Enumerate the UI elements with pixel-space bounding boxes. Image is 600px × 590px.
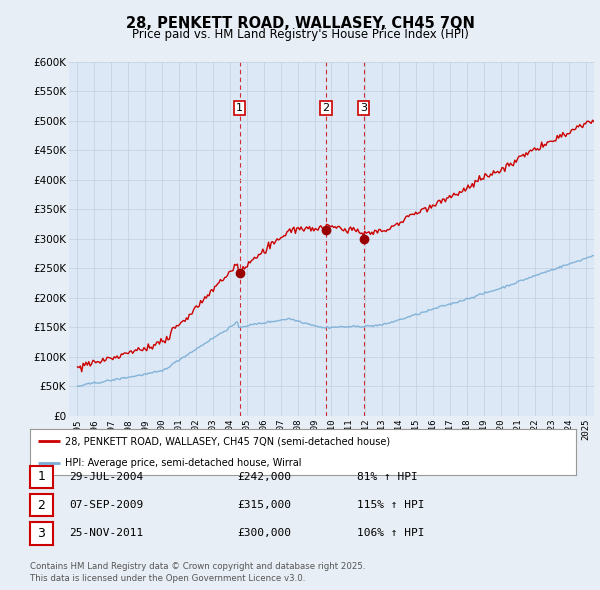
Text: 1: 1: [236, 103, 243, 113]
Text: 07-SEP-2009: 07-SEP-2009: [69, 500, 143, 510]
Text: 28, PENKETT ROAD, WALLASEY, CH45 7QN: 28, PENKETT ROAD, WALLASEY, CH45 7QN: [125, 16, 475, 31]
Text: £300,000: £300,000: [237, 529, 291, 538]
Text: 2: 2: [37, 499, 46, 512]
Text: 1: 1: [37, 470, 46, 483]
Text: 29-JUL-2004: 29-JUL-2004: [69, 472, 143, 481]
Text: 2: 2: [323, 103, 329, 113]
Text: 28, PENKETT ROAD, WALLASEY, CH45 7QN (semi-detached house): 28, PENKETT ROAD, WALLASEY, CH45 7QN (se…: [65, 437, 391, 447]
Text: Contains HM Land Registry data © Crown copyright and database right 2025.
This d: Contains HM Land Registry data © Crown c…: [30, 562, 365, 583]
Text: 106% ↑ HPI: 106% ↑ HPI: [357, 529, 425, 538]
Text: £315,000: £315,000: [237, 500, 291, 510]
Text: Price paid vs. HM Land Registry's House Price Index (HPI): Price paid vs. HM Land Registry's House …: [131, 28, 469, 41]
Text: 3: 3: [360, 103, 367, 113]
Text: 81% ↑ HPI: 81% ↑ HPI: [357, 472, 418, 481]
Text: 3: 3: [37, 527, 46, 540]
Text: HPI: Average price, semi-detached house, Wirral: HPI: Average price, semi-detached house,…: [65, 457, 302, 467]
Text: 115% ↑ HPI: 115% ↑ HPI: [357, 500, 425, 510]
Text: 25-NOV-2011: 25-NOV-2011: [69, 529, 143, 538]
Text: £242,000: £242,000: [237, 472, 291, 481]
